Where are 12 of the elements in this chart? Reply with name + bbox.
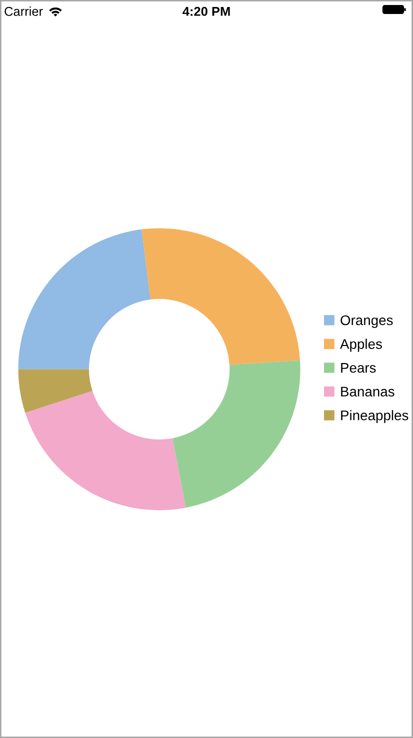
donut-slice [25, 390, 186, 510]
donut-slice [142, 228, 300, 365]
donut-slice [172, 360, 300, 508]
legend-label: Apples [340, 338, 382, 352]
text: 4:20 PM [182, 6, 230, 16]
legend-label: Pineapples [341, 410, 408, 424]
text: Carrier [4, 6, 43, 16]
legend-label: Pears [341, 363, 376, 373]
donut-slice [18, 369, 92, 413]
donut-slice [18, 229, 150, 370]
legend-label: Bananas [341, 386, 394, 397]
legend-label: Oranges [340, 315, 393, 328]
